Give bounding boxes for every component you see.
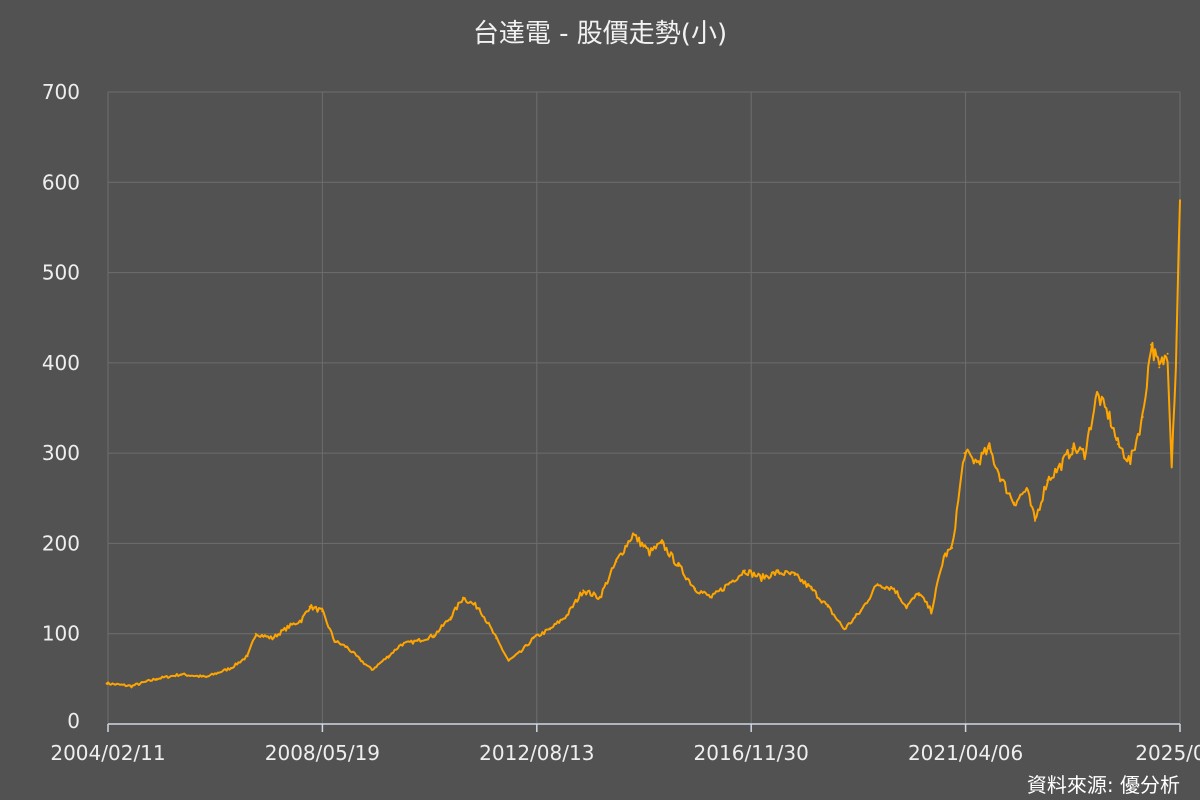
data-point [677, 565, 680, 567]
data-point [710, 596, 713, 599]
y-tick-label: 100 [42, 622, 80, 646]
grid-layer [107, 91, 1181, 724]
data-point [930, 610, 933, 613]
data-point [632, 533, 634, 536]
data-point [876, 583, 879, 586]
data-point [532, 637, 535, 640]
price-series-line [105, 200, 1181, 689]
data-point [449, 616, 452, 619]
y-tick-label: 400 [42, 351, 80, 375]
data-point [565, 614, 568, 617]
data-point [1158, 366, 1161, 369]
data-point [1141, 416, 1144, 418]
data-point [1129, 461, 1132, 464]
data-point [346, 646, 348, 649]
data-point [520, 650, 523, 653]
x-tick-label: 2016/11/30 [694, 741, 809, 765]
data-point [743, 569, 746, 572]
data-point [1150, 343, 1152, 346]
data-point [105, 682, 108, 685]
data-point [308, 605, 311, 608]
data-point [1013, 501, 1016, 504]
data-point [495, 637, 498, 640]
data-point [1000, 479, 1003, 482]
data-point [246, 655, 249, 658]
axis-layer: 0 100 200 300 400 500 600 700 2004/02/11 2008/05/… [42, 80, 1200, 765]
data-point [1170, 461, 1173, 464]
data-point [1025, 488, 1028, 491]
series-layer [105, 199, 1181, 689]
data-point [1034, 519, 1036, 522]
data-point [462, 596, 464, 599]
data-point [370, 668, 373, 671]
y-tick-label: 300 [42, 441, 80, 465]
data-point [433, 634, 435, 637]
data-point [1083, 452, 1086, 455]
data-point [963, 452, 966, 455]
data-point [399, 643, 402, 646]
data-point [777, 571, 779, 574]
data-point [727, 583, 730, 586]
data-point [648, 551, 651, 554]
data-point [1174, 361, 1177, 364]
data-point [893, 587, 895, 590]
y-tick-label: 600 [42, 170, 80, 194]
data-point [826, 605, 829, 608]
data-point [321, 610, 324, 613]
y-tick-label: 0 [67, 709, 80, 733]
data-point [917, 592, 920, 595]
chart-title: 台達電 - 股價走勢(小) [473, 19, 727, 49]
x-tick-label: 2004/02/11 [50, 741, 165, 765]
data-point [1116, 443, 1119, 446]
data-point [1071, 447, 1074, 450]
data-point [905, 605, 908, 608]
x-tick-label: 2025/0... [1135, 741, 1200, 765]
data-point [760, 576, 763, 579]
data-point [810, 587, 813, 590]
data-point [1058, 465, 1061, 468]
data-point [205, 676, 208, 679]
data-point [843, 628, 846, 631]
x-tick-label: 2021/04/06 [908, 741, 1023, 765]
data-point [975, 461, 978, 464]
data-point [582, 589, 585, 592]
data-point [988, 447, 991, 450]
data-point [358, 658, 361, 660]
data-point [859, 610, 862, 613]
data-point [1096, 393, 1099, 396]
data-point [130, 685, 133, 688]
x-tick-label: 2008/05/19 [265, 741, 380, 765]
data-point [942, 556, 945, 558]
data-point [1046, 479, 1049, 482]
data-point [416, 639, 419, 642]
data-point [507, 659, 510, 662]
y-tick-label: 500 [42, 261, 80, 285]
data-point [793, 574, 796, 576]
data-point [271, 637, 274, 640]
data-point [1179, 199, 1181, 202]
data-point [1166, 352, 1169, 355]
data-point [254, 632, 257, 635]
source-credit: 資料來源: 優分析 [1027, 773, 1180, 797]
data-point [230, 667, 232, 669]
data-point [387, 655, 390, 658]
data-point [549, 628, 552, 631]
y-tick-label: 200 [42, 531, 80, 555]
data-point [300, 619, 303, 622]
y-tick-label: 700 [42, 80, 80, 104]
data-point [333, 639, 336, 642]
data-point [615, 560, 618, 563]
data-point [180, 673, 183, 676]
data-point [951, 546, 954, 549]
data-point [155, 677, 158, 680]
data-point [1108, 416, 1111, 418]
x-tick-label: 2012/08/13 [479, 741, 594, 765]
data-point [478, 607, 481, 610]
data-point [661, 542, 663, 545]
data-point [288, 625, 290, 628]
data-point [598, 596, 601, 599]
data-point [694, 587, 697, 590]
